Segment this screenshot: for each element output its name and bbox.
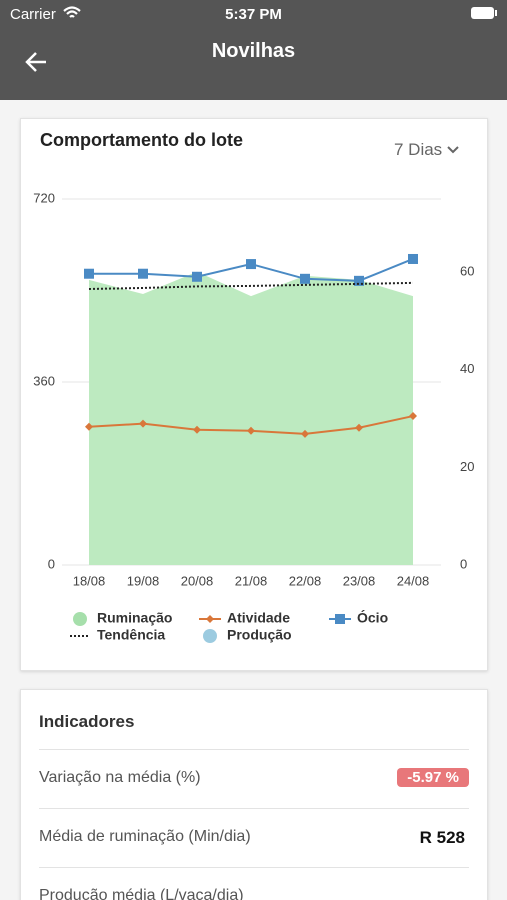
point — [301, 429, 309, 438]
indicators-card: Indicadores Variação na média (%) -5.97 %… — [20, 689, 488, 900]
indicator-row: Variação na média (%) -5.97 % — [39, 749, 469, 808]
carrier: Carrier — [10, 6, 56, 23]
legend-swatch — [206, 615, 214, 623]
back-button[interactable] — [24, 50, 50, 74]
y-tick-label: 360 — [33, 373, 55, 388]
legend-swatch — [73, 612, 87, 626]
chevron — [447, 146, 459, 154]
indicator-row: Média de ruminação (Min/dia) R 528 — [39, 808, 469, 867]
screen-title: Novilhas — [211, 40, 296, 62]
battery-icon — [471, 7, 497, 19]
indicator-value: R 528 — [419, 828, 465, 847]
point — [192, 271, 202, 282]
legend-label: Produção — [227, 627, 292, 643]
y2-tick-label: 0 — [460, 556, 467, 571]
point — [138, 268, 148, 279]
indicator-row: Produção média (L/vaca/dia) — [39, 867, 469, 900]
legend-swatch — [335, 614, 345, 624]
point — [139, 419, 147, 428]
indicator-value: -5.97 % — [397, 768, 469, 787]
point — [409, 412, 417, 421]
y2-tick-label: 40 — [460, 361, 474, 376]
indicator-label: Média de ruminação (Min/dia) — [39, 828, 251, 845]
x-tick-label: 23/08 — [343, 573, 376, 588]
point — [300, 273, 310, 284]
legend-label: Tendência — [97, 627, 165, 643]
period-label[interactable]: 7 Dias — [394, 140, 443, 159]
point — [84, 268, 94, 279]
x-tick-label: 19/08 — [127, 573, 160, 588]
point — [408, 253, 418, 264]
y-tick-label: 0 — [48, 556, 55, 571]
x-tick-label: 22/08 — [289, 573, 322, 588]
legend-swatch — [203, 629, 217, 643]
point — [193, 425, 201, 434]
time: 5:37 PM — [225, 6, 282, 23]
y-tick-label: 720 — [33, 190, 55, 205]
area — [89, 271, 413, 565]
chart: 0 360 720 0 20 40 60 18/08 19/08 20/08 21/08 22/08 2… — [33, 190, 474, 643]
chart-title: Comportamento do lote — [40, 130, 243, 150]
y2-tick-label: 60 — [460, 264, 474, 279]
point — [246, 259, 256, 270]
legend-label: Ruminação — [97, 610, 172, 626]
point — [85, 422, 93, 431]
x-tick-label: 21/08 — [235, 573, 268, 588]
point — [354, 275, 364, 286]
x-tick-label: 20/08 — [181, 573, 214, 588]
y2-tick-label: 20 — [460, 459, 474, 474]
indicators-title: Indicadores — [39, 712, 135, 731]
legend-label: Ócio — [357, 609, 388, 626]
x-tick-label: 18/08 — [73, 573, 106, 588]
app-bar: Carrier 5:37 PM Novilhas — [0, 0, 507, 100]
x-tick-label: 24/08 — [397, 573, 430, 588]
point — [355, 423, 363, 432]
period-select[interactable]: 7 Dias — [394, 140, 459, 160]
point — [247, 426, 255, 435]
wifi-icon — [63, 6, 81, 18]
legend-label: Atividade — [227, 610, 290, 626]
indicator-label: Variação na média (%) — [39, 769, 201, 786]
indicator-label: Produção média (L/vaca/dia) — [39, 887, 244, 900]
